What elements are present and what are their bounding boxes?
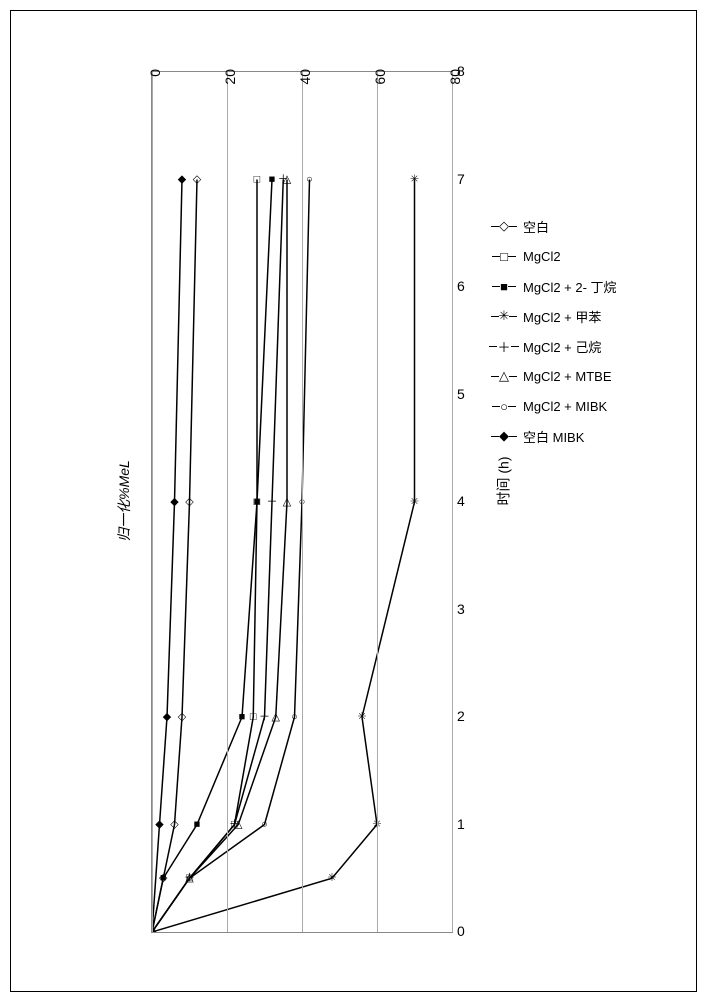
series-marker: ○	[306, 173, 313, 185]
legend-label: 空白 MIBK	[523, 427, 584, 446]
series-marker: ◇	[185, 496, 194, 508]
x-tick-label: 2	[457, 708, 465, 724]
legend-label: 空白	[523, 217, 549, 236]
x-tick-label: 3	[457, 601, 465, 617]
series-marker: ✳	[357, 711, 366, 723]
series-marker: ■	[194, 818, 201, 830]
x-tick-label: 4	[457, 493, 465, 509]
series-marker: ＋	[259, 711, 270, 723]
legend-item: ■ MgCl2 + 2- 丁烷	[489, 271, 689, 301]
legend: ◇空白□MgCl2■MgCl2 + 2- 丁烷✳MgCl2 + 甲苯＋MgCl2…	[489, 211, 689, 451]
gridline	[227, 72, 228, 932]
chart-container: 在60℃下在有机层中形成MeL 归一化%MeL 时间 (h) ◇◇◇◇◇◇□□□…	[10, 10, 697, 992]
legend-marker-icon: ■	[489, 279, 519, 294]
series-marker: □	[250, 711, 257, 723]
series-marker: ■	[239, 711, 246, 723]
series-marker: ○	[291, 711, 298, 723]
legend-item: ◇空白	[489, 211, 689, 241]
legend-item: ◆空白 MIBK	[489, 421, 689, 451]
legend-label: MgCl2 + MTBE	[523, 369, 612, 384]
legend-item: △ MgCl2 + MTBE	[489, 361, 689, 391]
x-tick-label: 6	[457, 278, 465, 294]
y-tick-label: 40	[297, 69, 313, 97]
x-tick-label: 8	[457, 63, 465, 79]
y-axis-label: 归一化%MeL	[114, 460, 134, 542]
gridline	[377, 72, 378, 932]
series-marker: △	[234, 818, 243, 830]
series-marker: ◆	[163, 711, 172, 723]
series-marker: ✳	[410, 173, 419, 185]
series-marker: ■	[269, 173, 276, 185]
series-marker: □	[254, 173, 261, 185]
x-tick-label: 1	[457, 816, 465, 832]
series-marker: △	[272, 711, 281, 723]
gridline	[302, 72, 303, 932]
series-marker: ◇	[178, 711, 187, 723]
legend-label: MgCl2 + 甲苯	[523, 307, 601, 326]
series-marker: ◇	[170, 818, 179, 830]
legend-item: ○ MgCl2 + MIBK	[489, 391, 689, 421]
series-marker: ◇	[193, 173, 202, 185]
legend-marker-icon: ◇	[489, 218, 519, 234]
legend-label: MgCl2 + MIBK	[523, 399, 607, 414]
legend-label: MgCl2 + 己烷	[523, 337, 601, 356]
legend-item: □ MgCl2	[489, 241, 689, 271]
series-marker: ✳	[327, 872, 336, 884]
series-marker: ■	[254, 496, 261, 508]
legend-marker-icon: △	[489, 368, 519, 384]
series-marker: △	[283, 496, 292, 508]
legend-label: MgCl2 + 2- 丁烷	[523, 277, 617, 296]
series-marker: ✳	[410, 496, 419, 508]
plot-area: ◇◇◇◇◇◇□□□□□□■■■■■■✳✳✳✳✳✳＋＋＋＋＋＋△△△△△△○○○○…	[151, 71, 453, 933]
x-tick-label: 0	[457, 923, 465, 939]
legend-label: MgCl2	[523, 249, 561, 264]
series-marker: ◆	[178, 173, 187, 185]
series-marker: △	[283, 173, 292, 185]
x-tick-label: 7	[457, 171, 465, 187]
gridline	[452, 72, 453, 932]
legend-marker-icon: ◆	[489, 428, 519, 444]
series-marker: ■	[160, 872, 167, 884]
y-tick-label: 20	[222, 69, 238, 97]
legend-item: ✳MgCl2 + 甲苯	[489, 301, 689, 331]
legend-marker-icon: ✳	[489, 308, 519, 324]
series-marker: ◆	[170, 496, 179, 508]
series-marker: ○	[186, 872, 193, 884]
legend-marker-icon: ○	[489, 399, 519, 414]
series-marker: ◆	[155, 818, 164, 830]
legend-marker-icon: ＋	[489, 337, 519, 356]
legend-marker-icon: □	[489, 249, 519, 264]
x-tick-label: 5	[457, 386, 465, 402]
y-tick-label: 60	[372, 69, 388, 97]
legend-item: ＋MgCl2 + 己烷	[489, 331, 689, 361]
y-tick-label: 0	[147, 69, 163, 97]
series-marker: ○	[261, 818, 268, 830]
gridline	[152, 72, 153, 932]
x-axis-label: 时间 (h)	[494, 457, 514, 506]
series-marker: ＋	[267, 496, 278, 508]
